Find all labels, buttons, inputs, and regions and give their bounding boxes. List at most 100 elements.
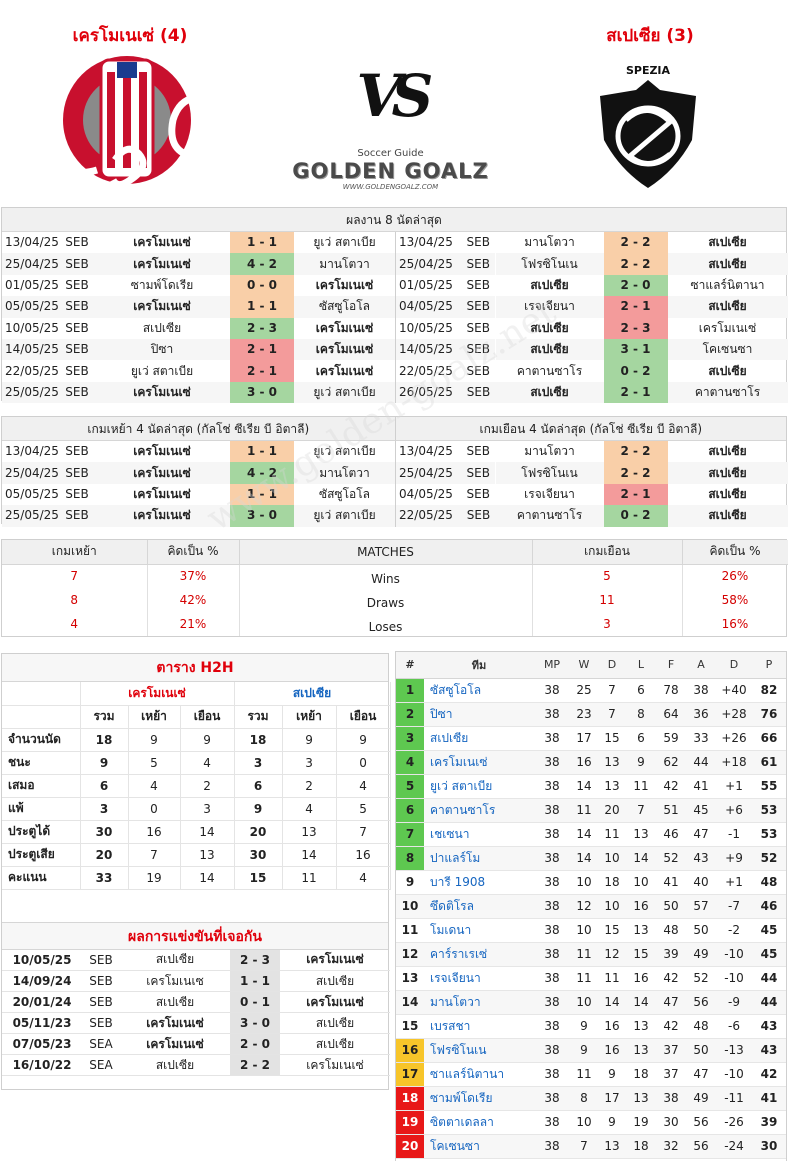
league-rank: 5 xyxy=(396,774,424,799)
h2h-cell: 6 xyxy=(80,774,129,798)
league-stat: 14 xyxy=(570,822,598,847)
match-league: SEB xyxy=(461,296,496,318)
match-score: 2 - 1 xyxy=(230,338,294,361)
league-col-header: # xyxy=(396,652,424,679)
last8-title: ผลงาน 8 นัดล่าสุด xyxy=(2,208,786,232)
h2h-cell: 9 xyxy=(282,728,337,752)
league-stat: 13 xyxy=(626,1014,656,1039)
league-team: ซิตตาเดลลา xyxy=(424,1110,534,1135)
league-team: ปาแลร์โม xyxy=(424,846,534,871)
prev-match-row: 16/10/22 SEA สเปเซีย 2 - 2 เครโมเนเซ่ xyxy=(2,1054,390,1076)
match-date: 13/04/25 xyxy=(5,235,59,250)
away-team: สเปเซีย xyxy=(708,486,747,501)
league-stat: 38 xyxy=(534,1134,570,1159)
prev-date: 20/01/24 xyxy=(2,991,82,1013)
league-stat: 40 xyxy=(686,870,716,895)
match-row: 22/05/25 SEB ยูเว่ สตาเบีย 2 - 1 เครโมเนเซ่ xyxy=(2,360,395,382)
prev-away: เครโมเนเซ่ xyxy=(280,991,390,1013)
league-stat: -10 xyxy=(716,942,752,967)
summary-cell: 4 xyxy=(2,612,148,636)
h2h-cell: 14 xyxy=(180,866,235,890)
league-stat: 13 xyxy=(626,1086,656,1111)
league-row: 18 ซามพ์โดเรีย 38 8 17 13 38 49 -11 41 xyxy=(396,1086,786,1111)
match-score: 1 - 1 xyxy=(230,483,294,506)
home-team: สเปเซีย xyxy=(495,381,604,404)
league-stat: 56 xyxy=(686,1134,716,1159)
league-stat: 38 xyxy=(534,846,570,871)
h2h-cell: 33 xyxy=(80,866,129,890)
league-row: 6 คาตานซาโร 38 11 20 7 51 45 +6 53 xyxy=(396,798,786,823)
league-stat: 30 xyxy=(752,1134,786,1159)
match-league: SEB xyxy=(461,338,496,361)
league-stat: 41 xyxy=(686,774,716,799)
league-stat: 41 xyxy=(752,1086,786,1111)
match-league: SEB xyxy=(466,486,490,501)
away-team: ยูเว่ สตาเบีย xyxy=(294,381,395,404)
prev-score: 0 - 1 xyxy=(230,991,280,1013)
league-stat: 37 xyxy=(656,1038,686,1063)
league-team: ปิซา xyxy=(424,702,534,727)
summary-header: คิดเป็น % xyxy=(147,540,240,565)
h2h-col-header: เหย้า xyxy=(282,705,337,729)
league-stat: 11 xyxy=(570,1062,598,1087)
league-stat: 38 xyxy=(534,1062,570,1087)
summary-cell: Loses xyxy=(239,612,533,636)
league-rank: 8 xyxy=(396,846,424,871)
summary-row: 7 37% Wins 5 26% xyxy=(2,564,788,588)
away-team: โคเซนซา xyxy=(667,338,788,361)
league-stat: 17 xyxy=(598,1086,626,1111)
match-league: SEB xyxy=(60,505,94,527)
h2h-row: ชนะ 9 5 4 3 3 0 xyxy=(2,751,391,775)
prev-match-row: 14/09/24 SEB เครโมเนเซ 1 - 1 สเปเซีย xyxy=(2,970,390,992)
league-stat: 13 xyxy=(598,750,626,775)
summary-cell: 21% xyxy=(147,612,240,636)
last8-panel: ผลงาน 8 นัดล่าสุด 13/04/25 SEB เครโมเนเซ่ 1… xyxy=(1,207,788,404)
league-stat: +18 xyxy=(716,750,752,775)
league-stat: 19 xyxy=(626,1110,656,1135)
league-stat: 48 xyxy=(656,918,686,943)
league-col-header: L xyxy=(626,652,656,679)
match-score: 0 - 0 xyxy=(230,274,294,297)
league-stat: +1 xyxy=(716,870,752,895)
league-stat: 48 xyxy=(752,870,786,895)
league-team: มานโตวา xyxy=(424,990,534,1015)
league-stat: 57 xyxy=(686,894,716,919)
league-stat: 38 xyxy=(534,942,570,967)
match-score: 1 - 1 xyxy=(230,296,294,318)
league-stat: 14 xyxy=(570,846,598,871)
league-stat: 7 xyxy=(598,702,626,727)
league-team: คาตานซาโร xyxy=(424,798,534,823)
league-col-header: D xyxy=(716,652,752,679)
match-row: 13/04/25 SEB มานโตวา 2 - 2 สเปเซีย xyxy=(396,441,788,463)
last8-home-table: 13/04/25 SEB เครโมเนเซ่ 1 - 1 ยูเว่ สตาเบีย 2… xyxy=(2,232,395,404)
match-date: 05/05/25 xyxy=(2,296,60,318)
last4-away-table: 13/04/25 SEB มานโตวา 2 - 2 สเปเซีย 25/04/25 SE… xyxy=(395,441,788,527)
match-score: 2 - 2 xyxy=(603,253,668,275)
league-stat: -26 xyxy=(716,1110,752,1135)
h2h-cell: 18 xyxy=(233,728,283,752)
prev-match-row: 10/05/25 SEB สเปเซีย 2 - 3 เครโมเนเซ่ xyxy=(2,949,390,971)
league-rank: 4 xyxy=(396,750,424,775)
home-team: ปิซา xyxy=(94,338,230,361)
h2h-cell: 4 xyxy=(282,797,337,821)
away-team: ยูเว่ สตาเบีย xyxy=(313,235,376,250)
match-row: 10/05/25 SEB สเปเซีย 2 - 3 เครโมเนเซ่ xyxy=(396,317,788,339)
league-stat: 10 xyxy=(598,846,626,871)
away-team: ซัสซูโอโล xyxy=(294,296,395,318)
match-date: 14/05/25 xyxy=(395,338,462,361)
league-stat: 39 xyxy=(656,942,686,967)
away-team: ซัสซูโอโล xyxy=(318,486,371,501)
h2h-row: คะแนน 33 19 14 15 11 4 xyxy=(2,866,391,890)
h2h-cell: ประตูได้ xyxy=(2,820,81,844)
league-col-header: ทีม xyxy=(424,652,534,679)
league-stat: 18 xyxy=(598,870,626,895)
league-team: เรจเจียนา xyxy=(424,966,534,991)
away-team: ยูเว่ สตาเบีย xyxy=(294,505,395,527)
league-stat: 38 xyxy=(534,822,570,847)
summary-cell: 3 xyxy=(532,612,683,636)
league-stat: 13 xyxy=(626,822,656,847)
league-stat: 6 xyxy=(626,726,656,751)
league-rank: 6 xyxy=(396,798,424,823)
league-stat: 43 xyxy=(752,1014,786,1039)
league-stat: -10 xyxy=(716,966,752,991)
